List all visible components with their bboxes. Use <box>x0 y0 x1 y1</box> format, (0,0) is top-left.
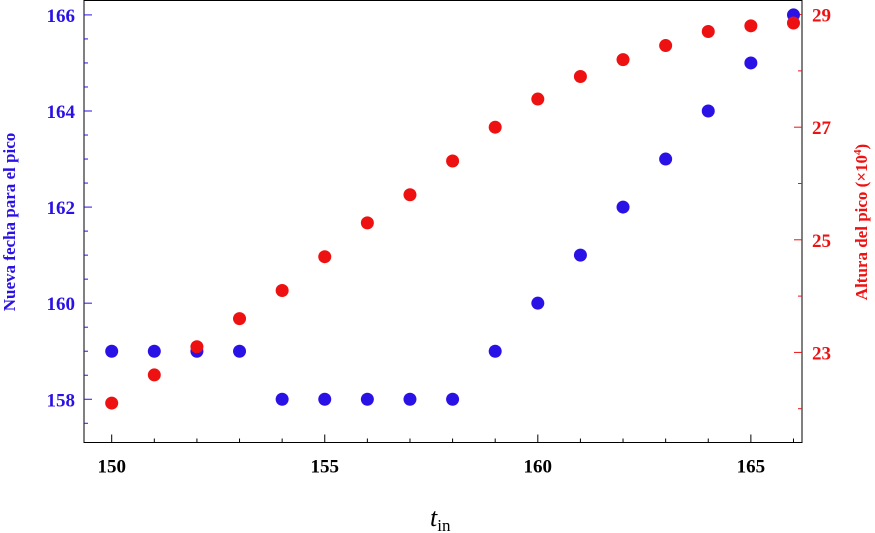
left-series-point <box>233 344 247 358</box>
left-series-point <box>531 296 545 310</box>
right-y-axis-label: Altura del pico (×104) <box>852 144 871 300</box>
left-tick-label: 162 <box>47 198 76 219</box>
x-tick-label: 160 <box>524 457 553 478</box>
left-tick-label: 158 <box>47 390 76 411</box>
right-series-point <box>659 39 673 53</box>
right-series-point <box>488 120 502 134</box>
left-series-point <box>360 392 374 406</box>
x-tick-label: 155 <box>311 457 340 478</box>
right-series-point <box>446 154 460 168</box>
right-series-point <box>531 92 545 106</box>
left-series-point <box>701 104 715 118</box>
left-series-point <box>573 248 587 262</box>
right-series-point <box>744 19 758 33</box>
left-tick-label: 160 <box>47 294 76 315</box>
left-tick-label: 166 <box>47 6 76 27</box>
right-series-point <box>233 312 247 326</box>
right-y-axis-label-superscript: 4 <box>852 149 864 155</box>
left-series-point <box>275 392 289 406</box>
right-series-point <box>616 53 630 67</box>
left-series-point <box>616 200 630 214</box>
left-series-point <box>488 344 502 358</box>
right-series-point <box>275 283 289 297</box>
right-series-point <box>318 250 332 264</box>
right-series-point <box>701 24 715 38</box>
right-series-point <box>573 70 587 84</box>
series-right-points <box>105 16 800 410</box>
left-series-point <box>403 392 417 406</box>
x-tick-label: 165 <box>737 457 766 478</box>
right-series-point <box>403 188 417 202</box>
left-tick-label: 164 <box>47 102 76 123</box>
plot-frame <box>83 0 803 443</box>
x-axis-label-main: t <box>430 503 438 532</box>
right-y-axis-label-prefix: Altura del pico (×10 <box>852 155 871 300</box>
left-series-point <box>659 152 673 166</box>
left-y-axis-ticks: 158 160 162 164 166 <box>47 6 92 424</box>
left-series-point <box>105 344 119 358</box>
x-tick-label: 150 <box>97 457 126 478</box>
right-y-axis-ticks: 23 25 27 29 <box>794 6 832 410</box>
x-axis-ticks: 150 155 160 165 <box>97 434 794 478</box>
left-series-point <box>147 344 161 358</box>
right-y-axis-label-suffix: ) <box>852 144 871 150</box>
right-series-point <box>105 396 119 410</box>
x-axis-label: tin <box>430 503 451 533</box>
x-axis-label-subscript: in <box>437 516 451 533</box>
left-series-point <box>446 392 460 406</box>
left-series-point <box>744 56 758 70</box>
right-tick-label: 25 <box>812 231 831 252</box>
left-series-point <box>318 392 332 406</box>
right-tick-label: 23 <box>812 343 831 364</box>
right-series-point <box>786 16 800 30</box>
left-y-axis-label: Nueva fecha para el pico <box>0 133 19 311</box>
right-series-point <box>190 340 204 354</box>
right-series-point <box>360 216 374 230</box>
right-tick-label: 29 <box>812 6 831 27</box>
plot-area-border <box>83 0 803 443</box>
right-series-point <box>147 368 161 382</box>
series-left-points <box>105 8 800 406</box>
right-tick-label: 27 <box>812 118 832 139</box>
